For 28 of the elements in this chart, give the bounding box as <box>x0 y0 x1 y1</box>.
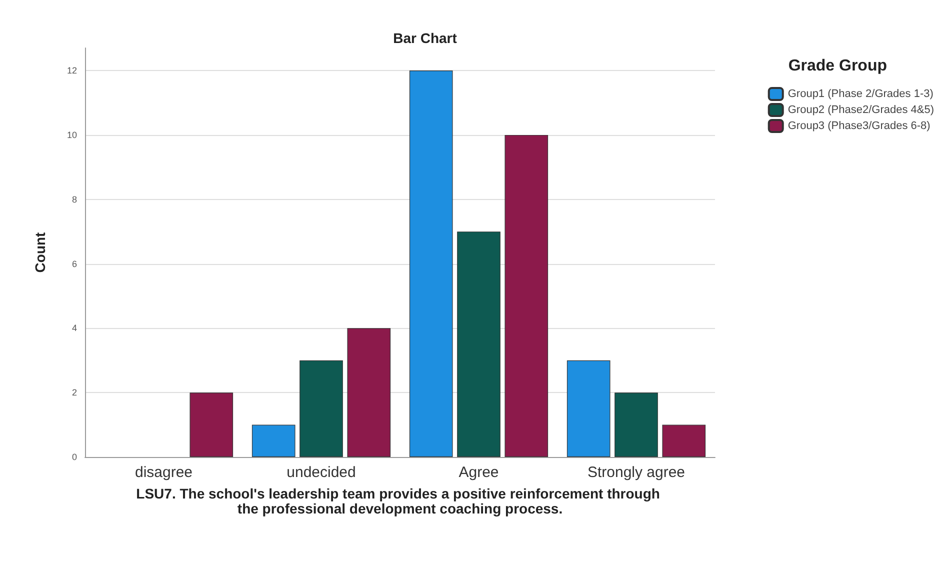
bar <box>300 360 343 457</box>
x-tick-label: disagree <box>134 464 193 481</box>
bar <box>252 424 296 457</box>
legend-title: Grade Group <box>788 58 888 74</box>
y-tick-label: 0 <box>72 452 77 462</box>
bar <box>409 70 453 457</box>
y-tick-label: 4 <box>72 323 77 334</box>
legend-label: Group2 (Phase2/Grades 4&5) <box>788 104 934 116</box>
legend-label: Group1 (Phase 2/Grades 1-3) <box>788 88 934 100</box>
y-tick-label: 12 <box>66 66 77 76</box>
y-axis-title: Count <box>32 232 48 273</box>
bar <box>190 392 234 457</box>
legend-label: Group3 (Phase3/Grades 6-8) <box>788 120 930 132</box>
bar <box>347 328 391 457</box>
bar <box>457 232 500 457</box>
bar <box>662 424 706 457</box>
bar <box>566 360 610 457</box>
bar <box>614 392 658 457</box>
y-tick-label: 6 <box>72 258 77 269</box>
y-tick-label: 2 <box>72 388 77 398</box>
x-tick-label: undecided <box>286 464 356 481</box>
bar <box>504 134 548 457</box>
chart-title: Bar Chart <box>393 30 458 46</box>
y-tick-label: 8 <box>72 194 77 204</box>
y-tick-label: 10 <box>66 130 77 140</box>
x-tick-label: Strongly agree <box>587 464 686 481</box>
x-axis-title: LSU7. The school's leadership team provides a positive reinforcement through the professional development coaching process. <box>136 486 664 516</box>
x-tick-label: Agree <box>458 464 499 481</box>
